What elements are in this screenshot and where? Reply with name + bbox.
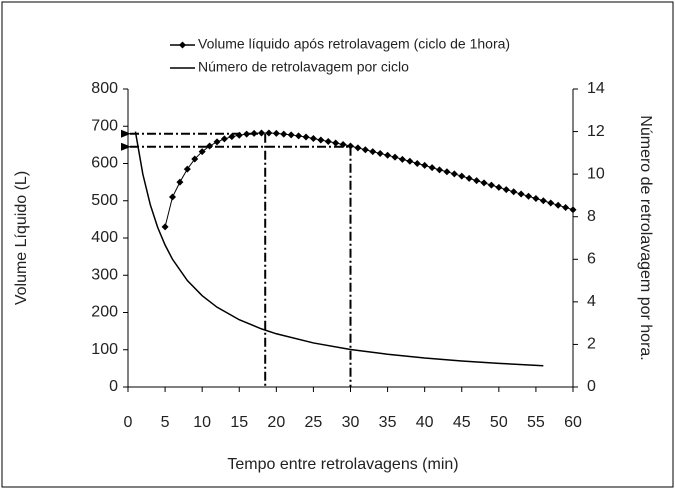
point-marker [465,174,473,182]
x-tick-label: 45 [453,414,471,431]
y2-tick-label: 12 [587,123,605,140]
point-marker [562,203,570,211]
point-marker [547,199,555,207]
x-tick-label: 15 [230,414,248,431]
point-marker [428,164,436,172]
point-marker [206,142,214,150]
point-marker [332,139,340,147]
point-marker [280,130,288,138]
y-tick-label: 300 [91,266,118,283]
point-marker [228,133,236,141]
point-marker [510,188,518,196]
point-marker [502,186,510,194]
point-marker [458,172,466,180]
x-axis-label: Tempo entre retrolavagens (min) [227,456,458,473]
y2-axis-label: Número de retrolavagem por hora. [637,115,654,360]
point-marker [183,165,191,173]
point-marker [406,157,414,165]
x-tick-label: 0 [124,414,133,431]
point-marker [176,178,184,186]
point-marker [265,129,273,137]
point-marker [198,148,206,156]
legend-marker [179,41,186,49]
x-tick-label: 60 [564,414,582,431]
point-marker [376,149,384,157]
point-marker [443,168,451,176]
x-tick-label: 55 [527,414,545,431]
y-tick-label: 500 [91,192,118,209]
point-marker [525,192,532,200]
x-tick-label: 20 [267,414,285,431]
point-marker [295,132,303,140]
point-marker [391,153,399,161]
point-marker [495,183,503,191]
y2-tick-label: 2 [587,336,596,353]
point-marker [473,177,481,185]
x-tick-label: 25 [305,414,323,431]
point-marker [191,155,199,163]
y-tick-label: 800 [91,80,118,97]
point-marker [384,151,392,159]
x-tick-label: 5 [161,414,170,431]
y-tick-label: 600 [91,155,118,172]
legend-label: Número de retrolavagem por ciclo [198,59,409,75]
y2-tick-label: 4 [587,293,596,310]
point-marker [220,135,228,143]
point-marker [421,161,429,169]
x-tick-label: 35 [379,414,397,431]
series-line [134,131,544,367]
x-tick-label: 40 [416,414,434,431]
point-marker [169,193,176,201]
point-marker [354,144,362,152]
x-tick-label: 10 [193,414,211,431]
y-tick-label: 700 [91,117,118,134]
x-tick-label: 30 [342,414,360,431]
point-marker [161,223,169,231]
point-marker [250,129,258,137]
y-tick-label: 100 [91,341,118,358]
y-tick-label: 0 [109,378,118,395]
point-marker [347,142,354,150]
point-marker [324,138,332,146]
y2-tick-label: 14 [587,80,605,97]
point-marker [317,136,325,144]
point-marker [287,131,295,139]
point-marker [339,141,347,149]
x-tick-label: 50 [490,414,508,431]
point-marker [450,170,458,178]
point-marker [569,206,577,214]
point-marker [487,181,495,189]
point-marker [258,129,265,137]
point-marker [302,133,310,141]
point-marker [532,195,540,203]
y-tick-label: 400 [91,229,118,246]
point-marker [517,190,525,198]
legend-label: Volume líquido após retrolavagem (ciclo … [198,36,510,52]
point-marker [554,201,562,209]
point-marker [413,160,421,167]
y2-tick-label: 6 [587,251,596,268]
point-marker [369,148,377,156]
point-marker [539,197,547,205]
point-marker [235,131,243,139]
point-marker [361,146,369,154]
point-marker [213,138,221,146]
y2-tick-label: 10 [587,165,605,182]
y2-tick-label: 8 [587,208,596,225]
y2-tick-label: 0 [587,378,596,395]
point-marker [436,166,443,174]
point-marker [309,135,317,143]
point-marker [398,155,406,163]
point-marker [243,130,251,138]
y-tick-label: 200 [91,304,118,321]
point-marker [480,179,488,187]
point-marker [272,129,280,137]
y-axis-label: Volume Líquido (L) [13,171,30,305]
